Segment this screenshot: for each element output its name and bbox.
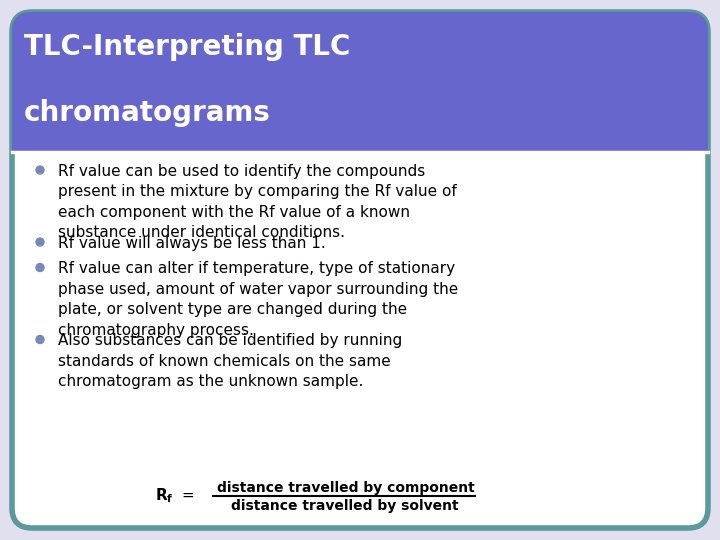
Text: distance travelled by solvent: distance travelled by solvent — [231, 499, 459, 513]
Text: TLC-Interpreting TLC: TLC-Interpreting TLC — [24, 33, 351, 61]
Text: chromatograms: chromatograms — [24, 99, 271, 127]
Text: distance travelled by component: distance travelled by component — [217, 481, 474, 495]
FancyBboxPatch shape — [12, 12, 708, 152]
Text: Also substances can be identified by running
standards of known chemicals on the: Also substances can be identified by run… — [58, 334, 402, 389]
Text: Rf value can alter if temperature, type of stationary
phase used, amount of wate: Rf value can alter if temperature, type … — [58, 261, 458, 338]
Text: Rf value can be used to identify the compounds
present in the mixture by compari: Rf value can be used to identify the com… — [58, 164, 456, 240]
Bar — [12, 130, 708, 152]
Text: $\mathbf{R_f}$  =: $\mathbf{R_f}$ = — [155, 487, 195, 505]
FancyBboxPatch shape — [12, 12, 708, 528]
Circle shape — [36, 264, 44, 272]
Circle shape — [36, 166, 44, 174]
Circle shape — [36, 335, 44, 343]
Circle shape — [36, 238, 44, 246]
Text: Rf value will always be less than 1.: Rf value will always be less than 1. — [58, 236, 325, 251]
